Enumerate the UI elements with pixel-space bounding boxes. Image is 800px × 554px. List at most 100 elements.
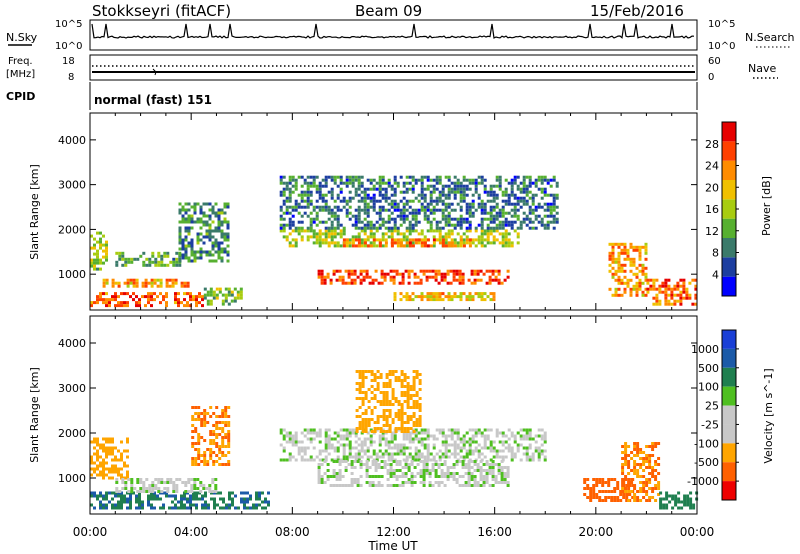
echo-cell <box>99 494 102 498</box>
echo-cell <box>639 487 643 490</box>
echo-cell <box>246 500 249 504</box>
echo-cell <box>399 217 403 221</box>
echo-cell <box>223 247 227 251</box>
echo-cell <box>617 293 621 297</box>
echo-cell <box>449 269 453 273</box>
echo-cell <box>405 208 409 212</box>
echo-cell <box>537 220 541 224</box>
echo-cell <box>665 494 669 498</box>
echo-cell <box>371 484 375 487</box>
echo-cell <box>224 415 228 418</box>
echo-cell <box>282 428 286 432</box>
echo-cell <box>120 301 123 305</box>
echo-cell <box>133 487 137 490</box>
echo-cell <box>501 211 505 215</box>
echo-cell <box>462 217 466 221</box>
echo-cell <box>639 490 643 493</box>
echo-cell <box>117 506 120 510</box>
echo-cell <box>423 455 427 459</box>
echo-cell <box>291 443 295 447</box>
echo-cell <box>543 440 547 444</box>
echo-cell <box>438 178 442 182</box>
echo-cell <box>438 199 442 203</box>
echo-cell <box>441 452 445 456</box>
echo-cell <box>338 278 342 282</box>
echo-cell <box>601 490 605 493</box>
echo-cell <box>459 184 463 188</box>
echo-cell <box>689 497 693 501</box>
echo-cell <box>303 229 307 233</box>
echo-cell <box>220 256 224 260</box>
echo-cell <box>306 226 310 230</box>
echo-cell <box>382 430 386 433</box>
echo-cell <box>488 484 492 487</box>
echo-cell <box>223 232 227 236</box>
echo-cell <box>214 211 218 215</box>
echo-cell <box>617 278 621 282</box>
echo-cell <box>320 278 324 282</box>
echo-cell <box>480 175 484 179</box>
echo-cell <box>661 284 665 288</box>
echo-cell <box>483 446 487 450</box>
echo-cell <box>108 298 111 302</box>
echo-cell <box>190 490 194 493</box>
echo-cell <box>419 481 423 484</box>
echo-cell <box>398 475 402 478</box>
echo-cell <box>154 487 158 490</box>
echo-cell <box>516 202 520 206</box>
echo-cell <box>408 238 412 242</box>
echo-cell <box>219 491 222 495</box>
echo-cell <box>477 202 481 206</box>
echo-cell <box>162 491 165 495</box>
echo-cell <box>419 281 423 285</box>
echo-cell <box>191 436 195 439</box>
echo-cell <box>510 187 514 191</box>
echo-cell <box>370 412 374 415</box>
echo-cell <box>99 240 102 244</box>
echo-cell <box>239 287 243 291</box>
echo-cell <box>401 275 405 279</box>
echo-cell <box>519 223 523 227</box>
echo-cell <box>120 494 123 498</box>
echo-cell <box>347 269 351 273</box>
echo-cell <box>288 205 292 209</box>
echo-cell <box>199 256 203 260</box>
echo-cell <box>513 214 517 218</box>
echo-cell <box>196 220 200 224</box>
echo-cell <box>648 478 652 481</box>
beam-title: Beam 09 <box>355 2 422 20</box>
echo-cell <box>317 269 321 273</box>
echo-cell <box>447 428 451 432</box>
echo-cell <box>387 446 391 450</box>
echo-cell <box>300 184 304 188</box>
echo-cell <box>662 497 666 501</box>
echo-cell <box>163 487 167 490</box>
echo-cell <box>187 490 191 493</box>
echo-cell <box>154 484 158 487</box>
echo-cell <box>621 487 625 490</box>
echo-cell <box>384 238 388 242</box>
echo-cell <box>378 437 382 441</box>
echo-cell <box>549 184 553 188</box>
echo-cell <box>621 478 625 481</box>
echo-cell <box>202 202 206 206</box>
echo-cell <box>426 437 430 441</box>
echo-cell <box>199 238 203 242</box>
echo-cell <box>583 481 587 484</box>
echo-cell <box>412 370 416 373</box>
echo-cell <box>636 451 640 454</box>
echo-cell <box>447 196 451 200</box>
echo-cell <box>491 469 495 472</box>
echo-cell <box>416 275 420 279</box>
echo-cell <box>519 434 523 438</box>
echo-cell <box>614 260 618 264</box>
echo-cell <box>285 440 289 444</box>
echo-cell <box>408 205 412 209</box>
echo-cell <box>99 443 102 447</box>
echo-cell <box>123 464 126 468</box>
echo-cell <box>320 481 324 484</box>
echo-cell <box>129 503 132 507</box>
echo-cell <box>189 304 192 308</box>
echo-cell <box>348 449 352 453</box>
echo-cell <box>208 229 212 233</box>
